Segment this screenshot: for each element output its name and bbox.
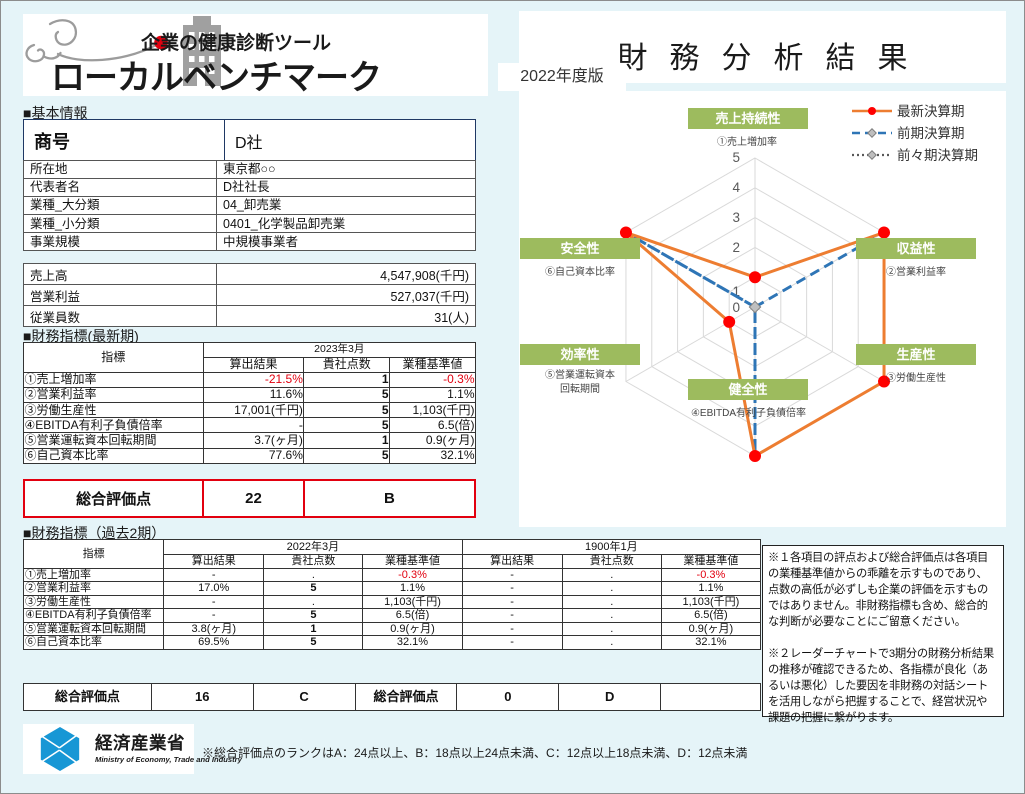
svg-text:2: 2 xyxy=(732,240,740,255)
svg-text:4: 4 xyxy=(732,180,740,195)
svg-text:5: 5 xyxy=(732,150,740,165)
svg-text:3: 3 xyxy=(732,210,740,225)
svg-text:前々期決算期: 前々期決算期 xyxy=(897,147,978,163)
svg-text:最新決算期: 最新決算期 xyxy=(897,104,965,119)
svg-text:0: 0 xyxy=(732,300,740,315)
svg-text:前期決算期: 前期決算期 xyxy=(897,125,965,141)
